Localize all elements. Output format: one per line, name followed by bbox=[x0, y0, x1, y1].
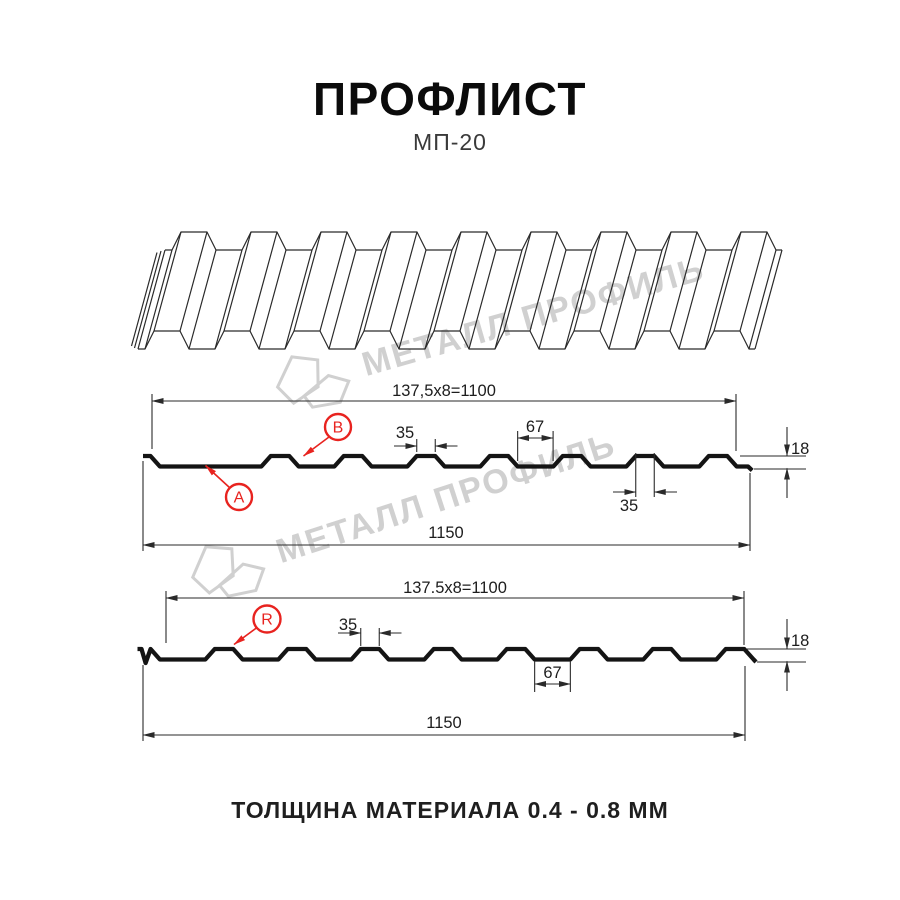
dim-text-coverage: 137.5x8=1100 bbox=[403, 579, 507, 597]
sheet-3d-fold-lines bbox=[130, 231, 783, 350]
dim-text-flat: 67 bbox=[543, 664, 561, 682]
callout-a-leader bbox=[204, 464, 231, 489]
watermark-metal-profil-lower: МЕТАЛЛ ПРОФИЛЬ bbox=[175, 410, 625, 616]
dim-text-height: 18 bbox=[791, 440, 809, 458]
callout-a-label: A bbox=[234, 490, 245, 507]
profile-outline bbox=[143, 453, 754, 472]
profile-model-subtitle: МП-20 bbox=[413, 129, 487, 155]
section-front-view: 137,5x8=1100 1150 35 67 35 18 B A bbox=[142, 382, 809, 551]
material-thickness-note: ТОЛЩИНА МАТЕРИАЛА 0.4 - 0.8 ММ bbox=[231, 797, 669, 823]
callout-r-circle bbox=[252, 604, 282, 634]
metal-profil-logo-icon bbox=[190, 545, 266, 598]
callout-r-leader bbox=[233, 626, 258, 646]
dim-text-coverage: 137,5x8=1100 bbox=[392, 382, 496, 400]
dim-text-overall: 1150 bbox=[426, 714, 461, 732]
dim-text-flat: 67 bbox=[526, 418, 544, 436]
callout-a-circle bbox=[224, 482, 254, 512]
profile-outline bbox=[137, 646, 758, 666]
section-reverse-view: 137.5x8=1100 1150 35 67 18 R bbox=[137, 579, 809, 741]
callout-b-leader bbox=[303, 436, 330, 457]
page-title: ПРОФЛИСТ bbox=[313, 73, 587, 125]
dim-text-height: 18 bbox=[791, 632, 809, 650]
dim-text-rib-top: 35 bbox=[396, 424, 414, 442]
sheet-3d-view bbox=[130, 231, 783, 350]
callout-b-label: B bbox=[333, 420, 344, 437]
dim-text-overall: 1150 bbox=[428, 524, 463, 542]
dim-text-rib-bottom: 35 bbox=[620, 497, 638, 515]
sheet-3d-front-edge bbox=[138, 330, 755, 350]
dim-text-rib-top: 35 bbox=[339, 616, 357, 634]
callout-b-circle bbox=[323, 412, 353, 442]
sheet-3d-back-edge bbox=[165, 231, 782, 251]
callout-r-label: R bbox=[261, 612, 273, 629]
